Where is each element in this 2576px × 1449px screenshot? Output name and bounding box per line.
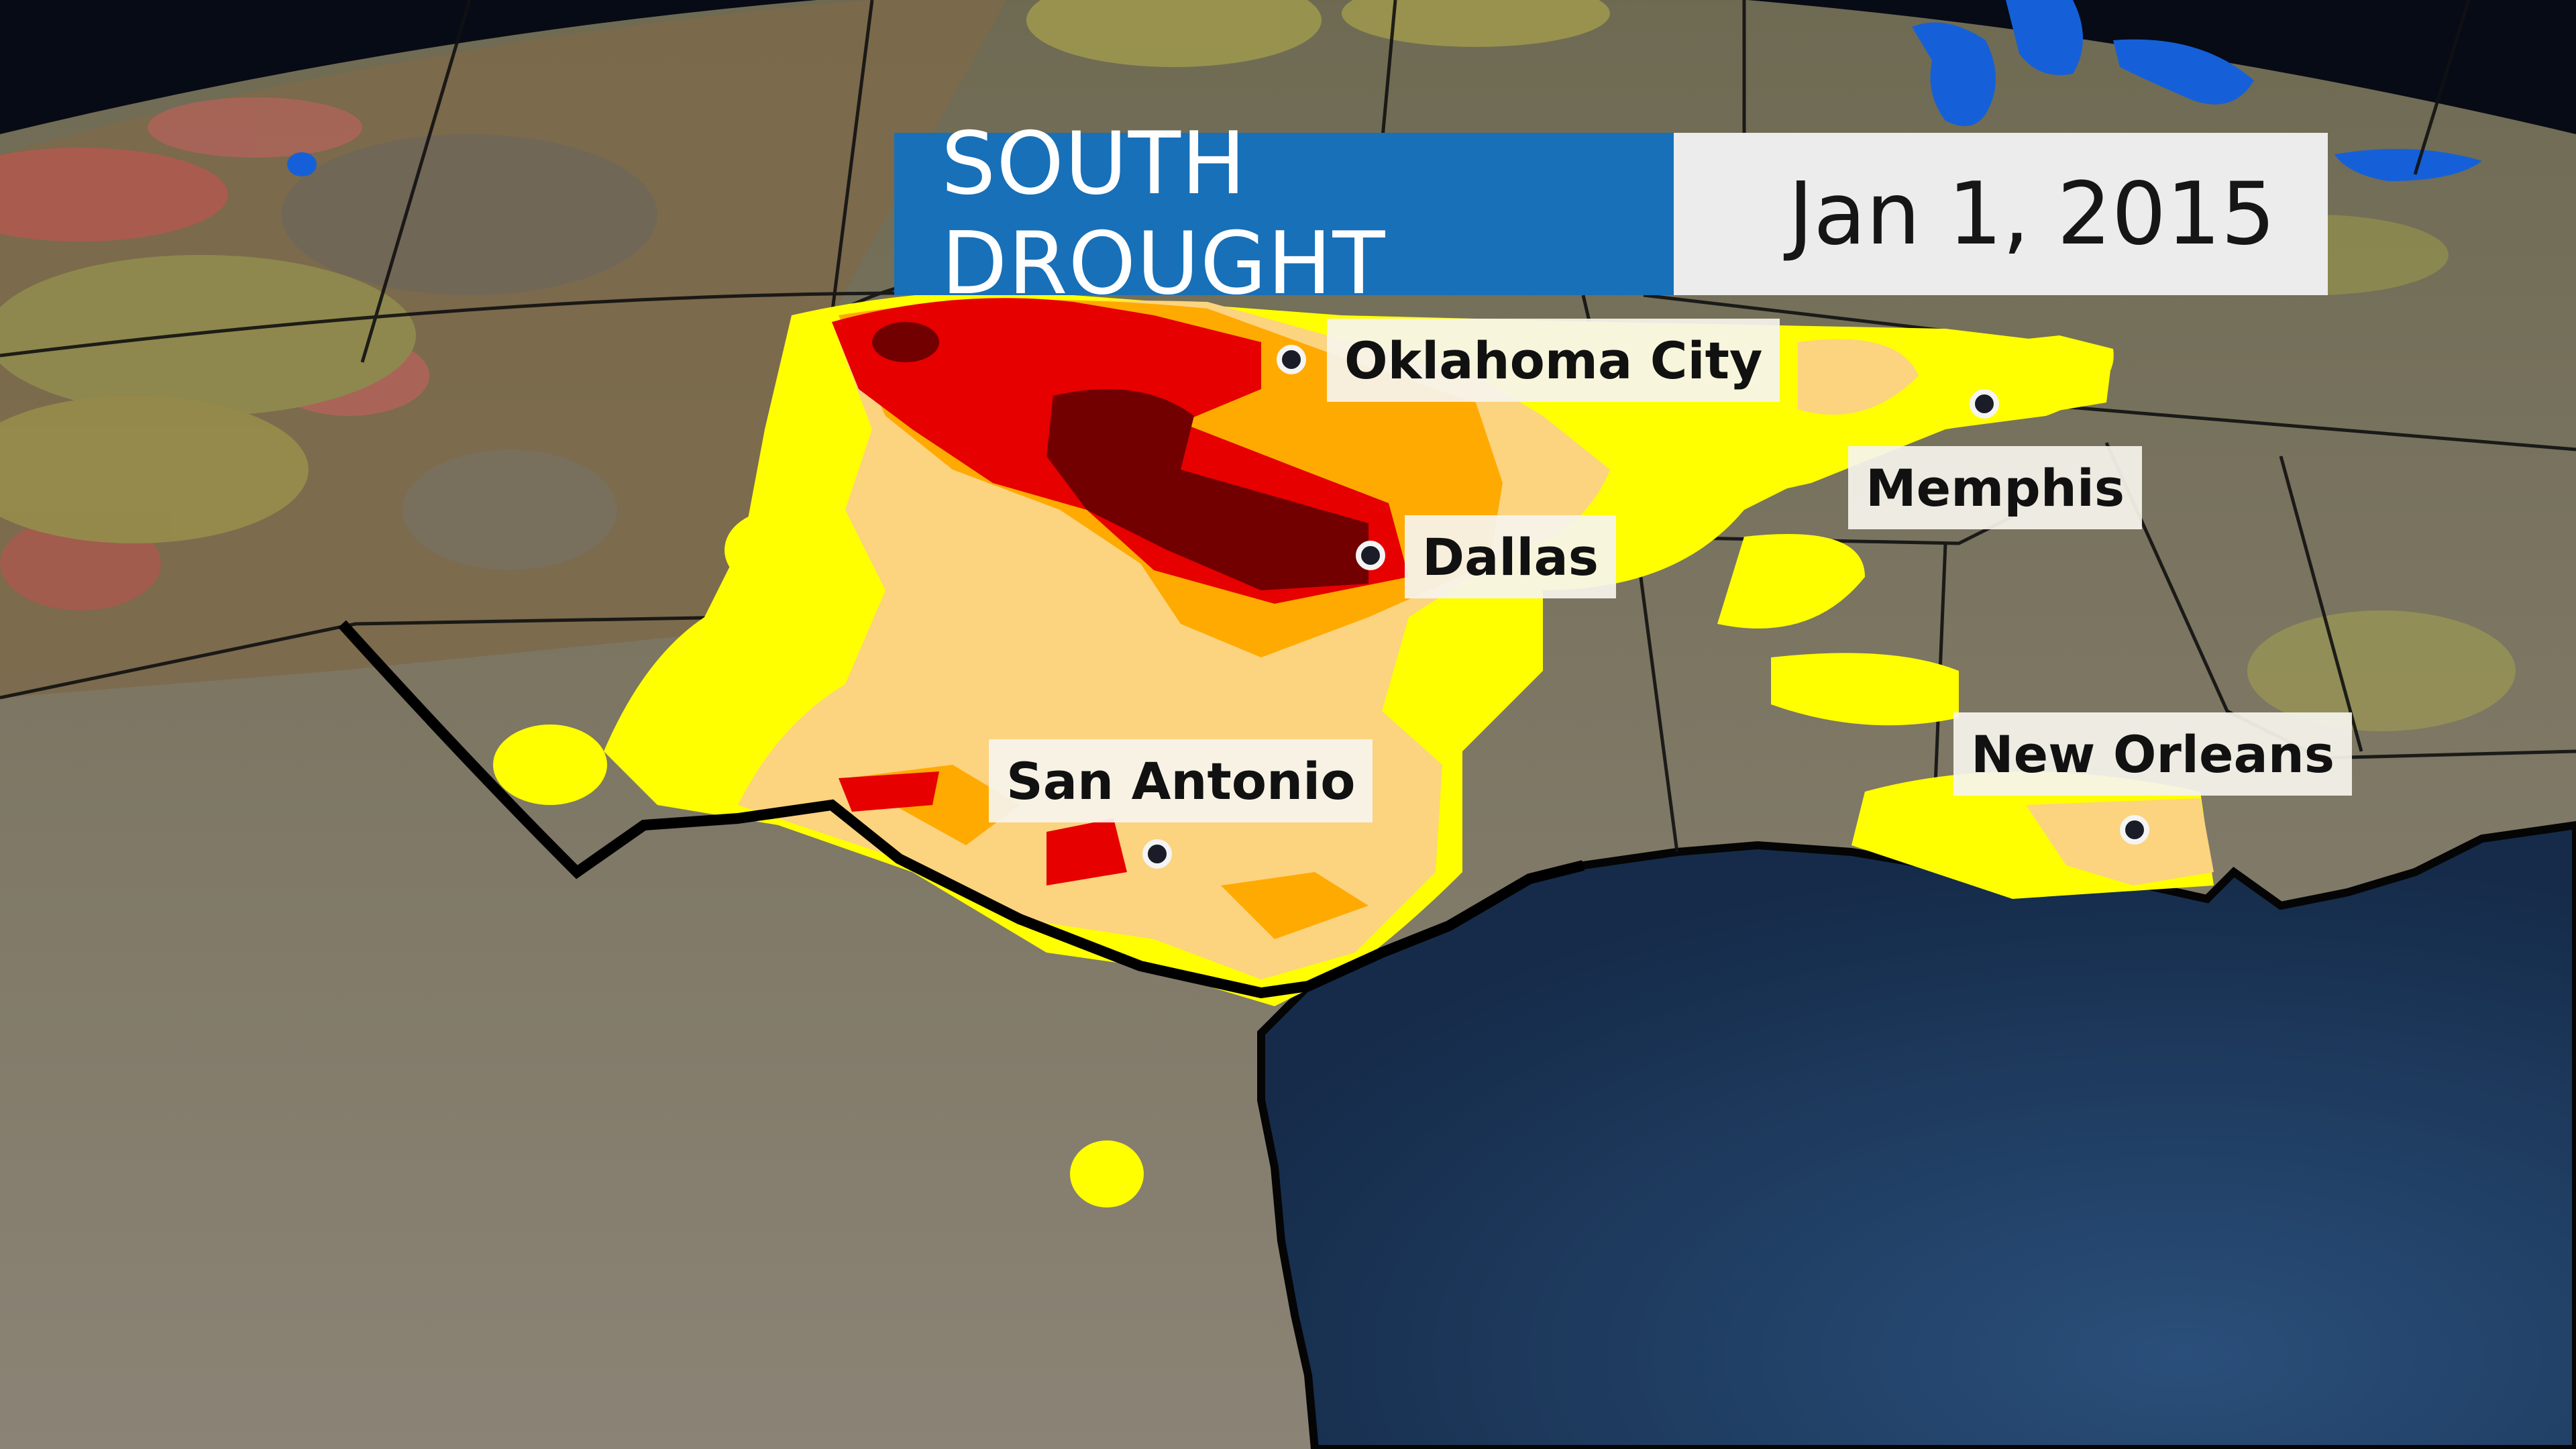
- map-date: Jan 1, 2015: [1674, 133, 2328, 295]
- mountain-relief: [402, 449, 617, 570]
- dallas-label: Dallas: [1405, 515, 1616, 598]
- san-antonio-label: San Antonio: [989, 739, 1373, 822]
- map-title: SOUTH DROUGHT: [894, 114, 1674, 314]
- drought-exceptional: [872, 322, 1368, 590]
- mountain-relief: [282, 134, 657, 295]
- san-antonio-marker: [1142, 839, 1172, 869]
- title-bar: SOUTH DROUGHT Jan 1, 2015: [894, 114, 2328, 314]
- coastline: [338, 620, 1585, 999]
- new-orleans-label: New Orleans: [1953, 712, 2353, 796]
- dallas-marker: [1356, 541, 1385, 570]
- great-lakes: [287, 0, 2482, 181]
- oklahoma-city-label: Oklahoma City: [1327, 319, 1780, 402]
- memphis-label: Memphis: [1848, 446, 2143, 529]
- new-orleans-marker: [2120, 815, 2149, 845]
- western-drought-patches: [0, 0, 2516, 731]
- oklahoma-city-marker: [1277, 345, 1306, 374]
- memphis-marker: [1970, 389, 1999, 419]
